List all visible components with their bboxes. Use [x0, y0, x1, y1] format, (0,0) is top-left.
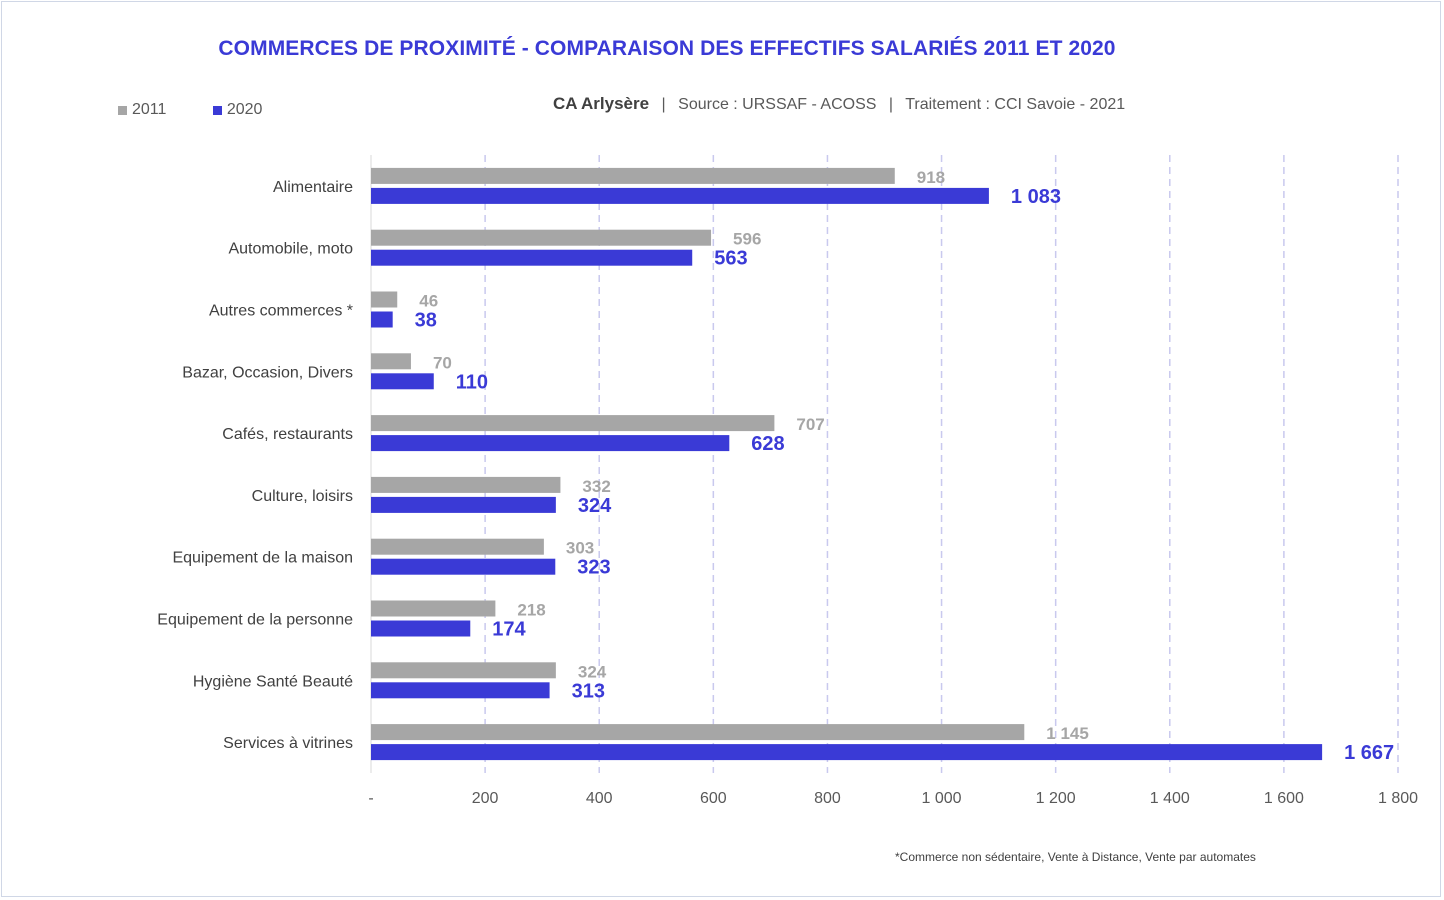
- territory-label: CA Arlysère: [553, 94, 650, 113]
- chart-subtitle: CA Arlysère | Source : URSSAF - ACOSS | …: [553, 94, 1125, 114]
- x-tick-label: 1 600: [1264, 790, 1304, 807]
- bar-2011: [371, 600, 496, 617]
- data-label-2011: 918: [917, 168, 945, 187]
- x-tick-label: 800: [814, 790, 841, 807]
- bar-2020: [371, 682, 550, 699]
- legend-swatch-2020: [212, 105, 222, 115]
- data-label-2011: 707: [796, 415, 824, 434]
- data-label-2020: 110: [456, 371, 488, 393]
- legend-item-2011: 2011: [118, 101, 166, 119]
- data-label-2020: 174: [492, 619, 526, 641]
- legend-swatch-2011: [118, 105, 127, 115]
- bar-2011: [371, 291, 398, 308]
- subtitle-separator: |: [888, 96, 894, 113]
- bar-2020: [371, 435, 730, 452]
- data-label-2020: 563: [714, 248, 747, 270]
- x-tick-label: 600: [700, 790, 727, 807]
- treatment-label: Traitement : CCI Savoie - 2021: [905, 96, 1126, 113]
- category-label: Services à vitrines: [223, 735, 353, 752]
- bar-2020: [371, 373, 434, 390]
- bar-2011: [371, 167, 895, 184]
- x-tick-label: 200: [472, 790, 499, 807]
- bar-2020: [371, 496, 556, 513]
- category-label: Culture, loisirs: [252, 488, 353, 505]
- category-label: Equipement de la maison: [172, 550, 353, 567]
- legend-label-2020: 2020: [226, 101, 263, 118]
- data-label-2011: 303: [566, 539, 594, 558]
- bar-2011: [371, 229, 712, 246]
- bar-2011: [371, 724, 1025, 741]
- category-label: Alimentaire: [273, 179, 353, 196]
- x-tick-label: 400: [586, 790, 613, 807]
- category-label: Equipement de la personne: [157, 612, 353, 629]
- bar-2020: [371, 558, 556, 575]
- x-tick-label: 1 200: [1036, 790, 1076, 807]
- bar-2011: [371, 415, 775, 432]
- footnote: *Commerce non sédentaire, Vente à Distan…: [895, 850, 1256, 864]
- data-label-2020: 38: [415, 310, 437, 332]
- category-label: Hygiène Santé Beauté: [193, 673, 353, 690]
- bar-2011: [371, 538, 544, 555]
- data-label-2011: 70: [433, 353, 452, 372]
- legend-label-2011: 2011: [132, 101, 167, 118]
- data-label-2020: 1 667: [1344, 742, 1394, 764]
- data-label-2020: 323: [577, 557, 610, 579]
- category-label: Automobile, moto: [228, 241, 353, 258]
- bar-2020: [371, 187, 989, 204]
- data-label-2020: 1 083: [1011, 186, 1061, 208]
- data-label-2020: 628: [751, 433, 784, 455]
- x-tick-label: 1 000: [922, 790, 962, 807]
- category-label: Autres commerces *: [209, 303, 353, 320]
- bar-2011: [371, 662, 556, 679]
- subtitle-separator: |: [661, 96, 666, 113]
- bar-2020: [371, 311, 393, 328]
- data-label-2011: 46: [419, 292, 438, 311]
- chart-title: COMMERCES DE PROXIMITÉ - COMPARAISON DES…: [218, 37, 1116, 60]
- bar-2011: [371, 476, 561, 493]
- data-label-2011: 332: [582, 477, 610, 496]
- data-label-2011: 324: [578, 662, 607, 681]
- data-label-2020: 313: [572, 680, 605, 702]
- data-label-2011: 1 145: [1046, 724, 1089, 743]
- x-tick-label: 1 800: [1378, 790, 1418, 807]
- bar-2020: [371, 249, 693, 266]
- x-tick-label: 1 400: [1150, 790, 1190, 807]
- bar-2011: [371, 353, 411, 370]
- legend-item-2020: 2020: [212, 101, 263, 119]
- data-label-2011: 596: [733, 230, 761, 249]
- source-label: Source : URSSAF - ACOSS: [678, 96, 877, 113]
- data-label-2011: 218: [517, 601, 545, 620]
- bar-2020: [371, 620, 471, 637]
- data-label-2020: 324: [578, 495, 612, 517]
- legend: 2011 2020: [118, 101, 304, 120]
- category-label: Bazar, Occasion, Divers: [182, 364, 353, 381]
- x-tick-label: -: [368, 790, 373, 807]
- category-label: Cafés, restaurants: [222, 426, 353, 443]
- bar-2020: [371, 744, 1323, 761]
